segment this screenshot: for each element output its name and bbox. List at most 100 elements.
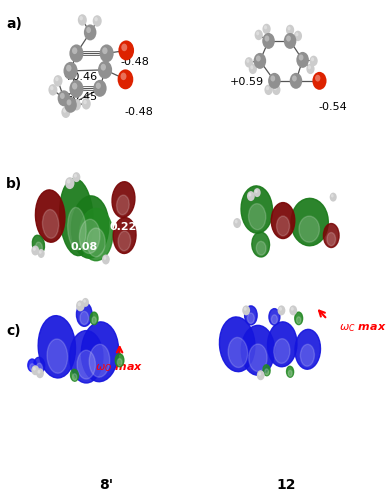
Circle shape bbox=[84, 24, 96, 40]
Ellipse shape bbox=[271, 203, 295, 239]
Ellipse shape bbox=[323, 224, 339, 248]
Circle shape bbox=[93, 15, 102, 27]
Ellipse shape bbox=[76, 302, 92, 326]
Circle shape bbox=[61, 106, 71, 118]
Circle shape bbox=[246, 59, 249, 63]
Circle shape bbox=[262, 33, 275, 49]
Circle shape bbox=[64, 62, 78, 80]
Circle shape bbox=[58, 90, 70, 106]
Ellipse shape bbox=[81, 322, 119, 382]
Ellipse shape bbox=[241, 186, 272, 233]
Circle shape bbox=[268, 73, 281, 89]
Text: $\omega_C$ max: $\omega_C$ max bbox=[339, 322, 387, 334]
Circle shape bbox=[118, 69, 133, 89]
Circle shape bbox=[264, 25, 267, 29]
Ellipse shape bbox=[118, 231, 131, 251]
Circle shape bbox=[287, 26, 290, 30]
Circle shape bbox=[33, 367, 36, 371]
Ellipse shape bbox=[247, 313, 254, 323]
Circle shape bbox=[67, 99, 71, 105]
Circle shape bbox=[258, 372, 261, 376]
Circle shape bbox=[83, 299, 86, 303]
Ellipse shape bbox=[295, 329, 321, 369]
Ellipse shape bbox=[113, 218, 136, 253]
Ellipse shape bbox=[267, 322, 297, 367]
Circle shape bbox=[254, 188, 261, 197]
Ellipse shape bbox=[296, 317, 301, 324]
Circle shape bbox=[31, 365, 39, 375]
Circle shape bbox=[100, 44, 114, 62]
Circle shape bbox=[121, 43, 127, 51]
Circle shape bbox=[295, 32, 298, 36]
Circle shape bbox=[69, 44, 83, 62]
Ellipse shape bbox=[256, 242, 266, 255]
Circle shape bbox=[286, 25, 294, 35]
Text: -0.54: -0.54 bbox=[319, 102, 348, 112]
Ellipse shape bbox=[38, 316, 76, 378]
Circle shape bbox=[74, 174, 77, 178]
Ellipse shape bbox=[30, 364, 34, 371]
Ellipse shape bbox=[36, 363, 42, 372]
Ellipse shape bbox=[327, 233, 336, 246]
Circle shape bbox=[310, 56, 318, 66]
Text: c): c) bbox=[6, 324, 20, 338]
Ellipse shape bbox=[73, 374, 77, 380]
Circle shape bbox=[272, 85, 280, 95]
Ellipse shape bbox=[60, 179, 93, 255]
Circle shape bbox=[83, 100, 87, 104]
Circle shape bbox=[250, 65, 253, 69]
Circle shape bbox=[82, 298, 89, 307]
Text: 8': 8' bbox=[99, 478, 113, 492]
Ellipse shape bbox=[32, 235, 45, 254]
Circle shape bbox=[292, 75, 297, 81]
Circle shape bbox=[50, 86, 53, 90]
Ellipse shape bbox=[42, 210, 59, 239]
Circle shape bbox=[256, 31, 259, 35]
Ellipse shape bbox=[70, 331, 103, 383]
Circle shape bbox=[270, 75, 275, 81]
Ellipse shape bbox=[116, 195, 129, 215]
Circle shape bbox=[33, 247, 36, 251]
Circle shape bbox=[291, 307, 294, 311]
Circle shape bbox=[245, 57, 253, 68]
Ellipse shape bbox=[117, 359, 122, 366]
Ellipse shape bbox=[71, 196, 109, 258]
Ellipse shape bbox=[79, 209, 113, 260]
Circle shape bbox=[279, 307, 282, 311]
Circle shape bbox=[64, 97, 77, 113]
Circle shape bbox=[247, 191, 255, 201]
Circle shape bbox=[74, 101, 77, 105]
Circle shape bbox=[296, 52, 309, 68]
Ellipse shape bbox=[263, 365, 270, 376]
Ellipse shape bbox=[68, 208, 86, 250]
Circle shape bbox=[266, 86, 269, 90]
Circle shape bbox=[118, 40, 134, 60]
Circle shape bbox=[102, 254, 110, 264]
Ellipse shape bbox=[295, 312, 303, 325]
Ellipse shape bbox=[291, 198, 328, 246]
Circle shape bbox=[36, 368, 44, 378]
Ellipse shape bbox=[300, 344, 314, 366]
Circle shape bbox=[290, 73, 302, 89]
Ellipse shape bbox=[276, 216, 289, 236]
Text: -0.48: -0.48 bbox=[121, 57, 150, 67]
Text: 0.46: 0.46 bbox=[255, 262, 282, 272]
Ellipse shape bbox=[112, 182, 135, 218]
Text: $\omega_O$ max: $\omega_O$ max bbox=[96, 362, 143, 374]
Ellipse shape bbox=[77, 350, 95, 379]
Circle shape bbox=[254, 53, 266, 69]
Circle shape bbox=[53, 75, 63, 87]
Ellipse shape bbox=[274, 339, 290, 363]
Ellipse shape bbox=[89, 344, 110, 377]
Ellipse shape bbox=[271, 315, 278, 324]
Text: 12: 12 bbox=[276, 478, 296, 492]
Circle shape bbox=[96, 82, 101, 89]
Circle shape bbox=[93, 80, 107, 97]
Circle shape bbox=[82, 98, 91, 110]
Circle shape bbox=[265, 35, 269, 41]
Circle shape bbox=[38, 249, 45, 258]
Circle shape bbox=[274, 86, 277, 90]
Circle shape bbox=[257, 370, 265, 380]
Circle shape bbox=[55, 77, 58, 81]
Circle shape bbox=[249, 193, 251, 197]
